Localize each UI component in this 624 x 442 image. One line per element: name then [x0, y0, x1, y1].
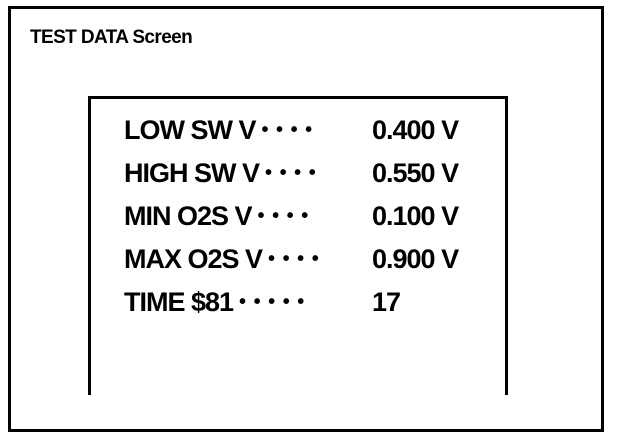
- dot-leader: • • • •: [268, 248, 320, 270]
- data-row-high-sw-v: HIGH SW V • • • •: [124, 158, 317, 188]
- row-label: HIGH SW V: [124, 158, 260, 188]
- screen-frame: [8, 6, 604, 432]
- row-label: MAX O2S V: [124, 244, 263, 274]
- data-row-low-sw-v: LOW SW V • • • •: [124, 115, 313, 145]
- row-label: MIN O2S V: [124, 201, 253, 231]
- row-label: LOW SW V: [124, 115, 256, 145]
- screen-title: TEST DATA Screen: [30, 27, 193, 48]
- row-value: 0.550 V: [372, 158, 459, 188]
- data-row-max-o2s-v: MAX O2S V • • • •: [124, 244, 320, 274]
- row-value: 0.400 V: [372, 115, 459, 145]
- dot-leader: • • • •: [265, 162, 317, 184]
- row-value: 0.900 V: [372, 244, 459, 274]
- dot-leader: • • • •: [261, 119, 314, 141]
- data-panel: [88, 96, 508, 395]
- row-label: TIME $81: [124, 287, 234, 317]
- dot-leader: • • • •: [257, 205, 310, 227]
- data-row-min-o2s-v: MIN O2S V • • • •: [124, 201, 309, 231]
- row-value: 0.100 V: [372, 201, 459, 231]
- dot-leader: • • • • •: [239, 291, 306, 313]
- row-value: 17: [372, 287, 401, 317]
- data-row-time-81: TIME $81 • • • • •: [124, 287, 305, 317]
